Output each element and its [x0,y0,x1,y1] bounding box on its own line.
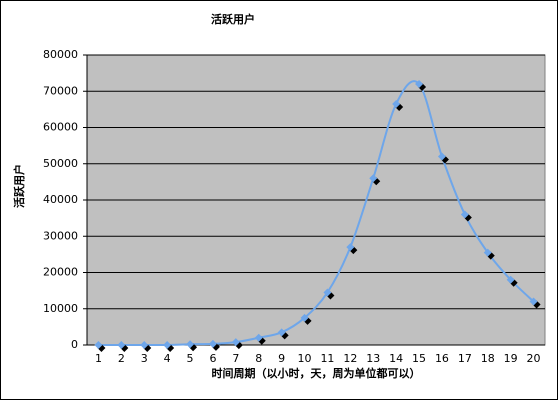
marker [460,210,469,219]
y-tick-label: 30000 [43,229,78,242]
y-tick-label: 10000 [43,302,78,315]
marker [231,338,240,347]
marker [254,333,263,342]
x-tick-label: 7 [232,352,239,365]
y-tick-label: 20000 [43,266,78,279]
x-tick-label: 8 [255,352,262,365]
x-tick-label: 17 [458,352,472,365]
x-tick-label: 3 [141,352,148,365]
x-tick-label: 12 [343,352,357,365]
x-tick-label: 15 [412,352,426,365]
marker [529,297,538,306]
marker [437,152,446,161]
marker [346,243,355,252]
y-tick-label: 50000 [43,157,78,170]
x-tick-label: 11 [320,352,334,365]
chart-title: 活跃用户 [211,12,255,26]
marker [277,328,286,337]
marker [392,99,401,108]
x-tick-label: 20 [527,352,541,365]
x-tick-label: 6 [209,352,216,365]
marker [415,80,424,88]
marker [140,341,149,349]
x-tick-label: 5 [187,352,194,365]
marker [483,248,492,257]
y-tick-label: 0 [71,338,78,351]
marker [506,275,515,284]
y-tick-label: 80000 [43,48,78,61]
marker-shadow [509,278,518,287]
x-tick-label: 2 [118,352,125,365]
marker [94,341,103,349]
marker [323,288,332,297]
marker [369,174,378,183]
x-tick-label: 18 [481,352,495,365]
y-tick-label: 60000 [43,121,78,134]
x-tick-label: 13 [366,352,380,365]
x-tick-label: 9 [278,352,285,365]
marker [208,339,217,348]
x-tick-label: 16 [435,352,449,365]
x-tick-label: 1 [95,352,102,365]
x-tick-label: 4 [164,352,171,365]
marker [186,340,195,349]
y-axis-title: 活跃用户 [12,164,26,208]
x-tick-label: 19 [504,352,518,365]
y-tick-label: 40000 [43,193,78,206]
x-tick-label: 14 [389,352,403,365]
y-tick-label: 70000 [43,84,78,97]
x-axis-title: 时间周期（以小时，天，周为单位都可以） [212,366,421,380]
marker [163,341,172,349]
marker [117,341,126,349]
marker [300,313,309,322]
x-tick-label: 10 [298,352,312,365]
